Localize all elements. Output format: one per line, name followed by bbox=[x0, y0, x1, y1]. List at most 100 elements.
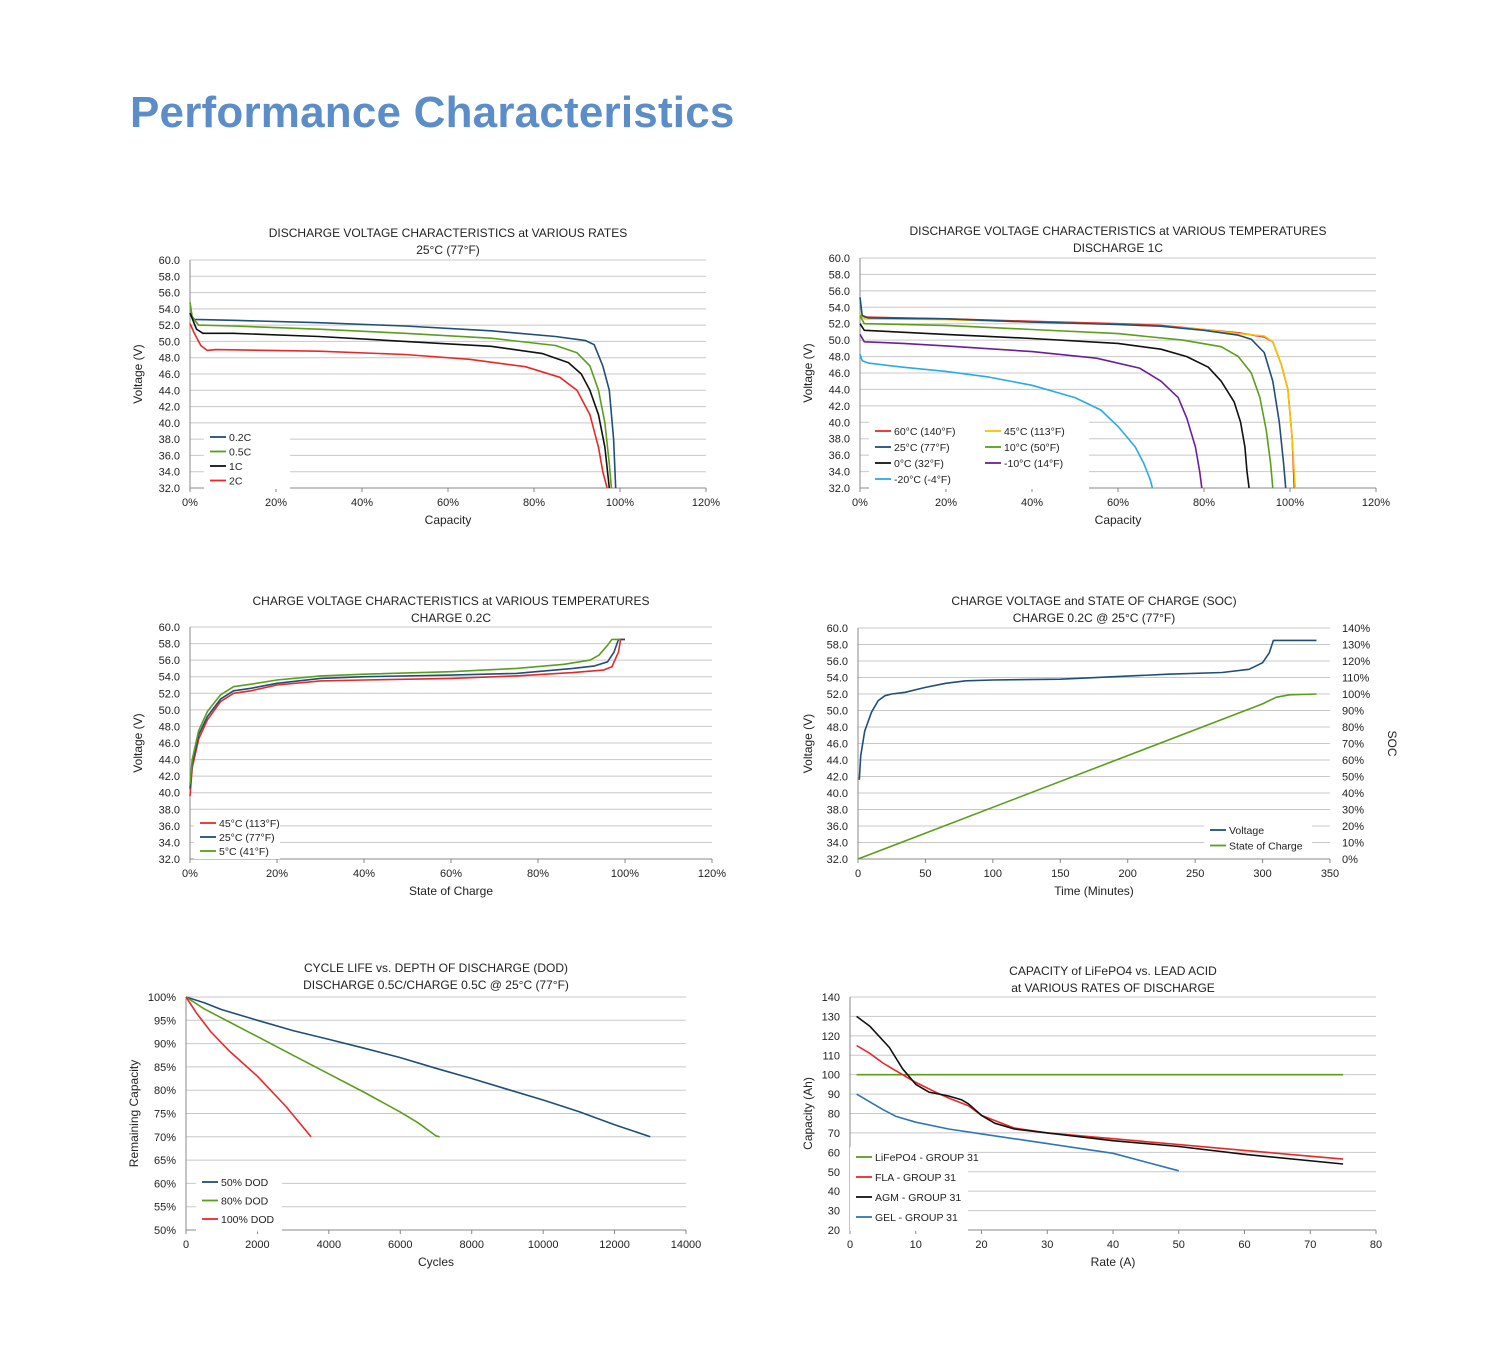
x-tick-label: 2000 bbox=[245, 1239, 269, 1251]
y-tick-label: 60.0 bbox=[829, 253, 850, 265]
y2-tick-label: 80% bbox=[1342, 722, 1364, 734]
chart-subtitle: CHARGE 0.2C @ 25°C (77°F) bbox=[1013, 611, 1176, 625]
y-tick-label: 40.0 bbox=[827, 788, 848, 800]
y-tick-label: 32.0 bbox=[829, 483, 850, 495]
y-tick-label: 44.0 bbox=[159, 755, 180, 767]
y-tick-label: 46.0 bbox=[159, 369, 180, 381]
legend-label: 60°C (140°F) bbox=[894, 426, 956, 438]
x-axis-label: Rate (A) bbox=[1091, 1255, 1136, 1269]
y-tick-label: 100 bbox=[822, 1070, 840, 1082]
y-tick-label: 34.0 bbox=[159, 837, 180, 849]
y-axis-label: Voltage (V) bbox=[801, 343, 815, 402]
y-tick-label: 85% bbox=[154, 1062, 176, 1074]
y-tick-label: 70% bbox=[154, 1132, 176, 1144]
y-tick-label: 42.0 bbox=[159, 771, 180, 783]
legend-label: 25°C (77°F) bbox=[894, 442, 950, 454]
y-tick-label: 40.0 bbox=[159, 418, 180, 430]
chart-charge-temperatures: CHARGE VOLTAGE CHARACTERISTICS at VARIOU… bbox=[120, 583, 740, 903]
y-tick-label: 36.0 bbox=[159, 821, 180, 833]
chart-title: CYCLE LIFE vs. DEPTH OF DISCHARGE (DOD) bbox=[304, 961, 568, 975]
y2-axis-label: SOC bbox=[1385, 730, 1399, 756]
legend-label: 45°C (113°F) bbox=[1004, 426, 1065, 438]
x-tick-label: 0 bbox=[847, 1239, 853, 1251]
y-tick-label: 36.0 bbox=[827, 821, 848, 833]
chart-charge-temperatures-svg: CHARGE VOLTAGE CHARACTERISTICS at VARIOU… bbox=[131, 594, 726, 898]
y2-tick-label: 60% bbox=[1342, 755, 1364, 767]
y-tick-label: 120 bbox=[822, 1031, 840, 1043]
y-tick-label: 52.0 bbox=[159, 320, 180, 332]
y2-tick-label: 70% bbox=[1342, 739, 1364, 751]
chart-capacity-comparison: CAPACITY of LiFePO4 vs. LEAD ACID at VARI… bbox=[790, 953, 1410, 1283]
legend-label: 25°C (77°F) bbox=[219, 832, 275, 844]
y2-tick-label: 140% bbox=[1342, 623, 1370, 635]
x-tick-label: 80% bbox=[1193, 497, 1215, 509]
x-tick-label: 60% bbox=[440, 868, 462, 880]
series-line-100-dod bbox=[185, 996, 312, 1138]
chart-title: CHARGE VOLTAGE CHARACTERISTICS at VARIOU… bbox=[253, 594, 650, 608]
y-tick-label: 60.0 bbox=[159, 255, 180, 267]
y-tick-label: 40.0 bbox=[829, 417, 850, 429]
y-tick-label: 52.0 bbox=[829, 319, 850, 331]
series-line-state-of-charge bbox=[857, 693, 1317, 860]
chart-subtitle: 25°C (77°F) bbox=[416, 243, 480, 257]
chart-cycle-life-svg: CYCLE LIFE vs. DEPTH OF DISCHARGE (DOD) D… bbox=[127, 961, 702, 1269]
series-line-50-dod bbox=[185, 996, 651, 1138]
legend-label: 5°C (41°F) bbox=[219, 846, 269, 858]
y-tick-label: 56.0 bbox=[829, 286, 850, 298]
x-axis-label: Cycles bbox=[418, 1255, 454, 1269]
x-tick-label: 14000 bbox=[671, 1239, 702, 1251]
x-tick-label: 30 bbox=[1041, 1239, 1053, 1251]
x-tick-label: 120% bbox=[1362, 497, 1390, 509]
y-tick-label: 50.0 bbox=[827, 706, 848, 718]
legend-label: 2C bbox=[229, 476, 243, 488]
legend-label: 100% DOD bbox=[221, 1214, 275, 1226]
y-tick-label: 50.0 bbox=[159, 336, 180, 348]
legend-label: GEL - GROUP 31 bbox=[875, 1212, 958, 1224]
y2-tick-label: 130% bbox=[1342, 640, 1370, 652]
legend-label: 80% DOD bbox=[221, 1196, 269, 1208]
series-line-2c bbox=[189, 323, 608, 489]
y-tick-label: 32.0 bbox=[159, 483, 180, 495]
chart-discharge-rates-svg: DISCHARGE VOLTAGE CHARACTERISTICS at VAR… bbox=[131, 226, 720, 527]
x-tick-label: 4000 bbox=[317, 1239, 341, 1251]
y-tick-label: 50.0 bbox=[829, 335, 850, 347]
y-tick-label: 54.0 bbox=[829, 302, 850, 314]
chart-charge-soc-svg: CHARGE VOLTAGE and STATE OF CHARGE (SOC)… bbox=[801, 594, 1399, 898]
x-tick-label: 40% bbox=[353, 868, 375, 880]
legend-label: 50% DOD bbox=[221, 1177, 269, 1189]
series-line-gel-group-31 bbox=[856, 1093, 1180, 1172]
y-axis-label: Voltage (V) bbox=[801, 714, 815, 773]
legend-label: 0.2C bbox=[229, 432, 252, 444]
x-tick-label: 100% bbox=[611, 868, 639, 880]
legend-label: 0.5C bbox=[229, 447, 252, 459]
x-tick-label: 12000 bbox=[599, 1239, 630, 1251]
x-tick-label: 200 bbox=[1119, 868, 1137, 880]
x-tick-label: 100% bbox=[1276, 497, 1304, 509]
y-tick-label: 52.0 bbox=[827, 689, 848, 701]
series-line-10-c-14-f bbox=[859, 333, 1203, 489]
chart-subtitle: DISCHARGE 1C bbox=[1073, 241, 1163, 255]
y-axis-label: Remaining Capacity bbox=[127, 1060, 141, 1167]
series-line-80-dod bbox=[185, 996, 440, 1138]
y-tick-label: 58.0 bbox=[829, 269, 850, 281]
y-tick-label: 38.0 bbox=[827, 805, 848, 817]
x-tick-label: 60% bbox=[437, 497, 459, 509]
chart-cycle-life: CYCLE LIFE vs. DEPTH OF DISCHARGE (DOD) D… bbox=[120, 950, 740, 1280]
x-tick-label: 250 bbox=[1186, 868, 1204, 880]
series-line-45-c-113-f bbox=[189, 638, 625, 797]
y-tick-label: 32.0 bbox=[827, 854, 848, 866]
x-tick-label: 60% bbox=[1107, 497, 1129, 509]
x-tick-label: 50 bbox=[919, 868, 931, 880]
y-tick-label: 65% bbox=[154, 1155, 176, 1167]
y-tick-label: 46.0 bbox=[829, 368, 850, 380]
y-tick-label: 44.0 bbox=[159, 385, 180, 397]
x-tick-label: 100 bbox=[984, 868, 1002, 880]
y-tick-label: 34.0 bbox=[829, 467, 850, 479]
y-tick-label: 48.0 bbox=[827, 722, 848, 734]
x-tick-label: 10 bbox=[910, 1239, 922, 1251]
y2-tick-label: 50% bbox=[1342, 772, 1364, 784]
series-line-0-c-32-f bbox=[859, 323, 1250, 489]
y-tick-label: 38.0 bbox=[159, 434, 180, 446]
series-line-voltage bbox=[858, 639, 1317, 780]
y-tick-label: 34.0 bbox=[827, 838, 848, 850]
